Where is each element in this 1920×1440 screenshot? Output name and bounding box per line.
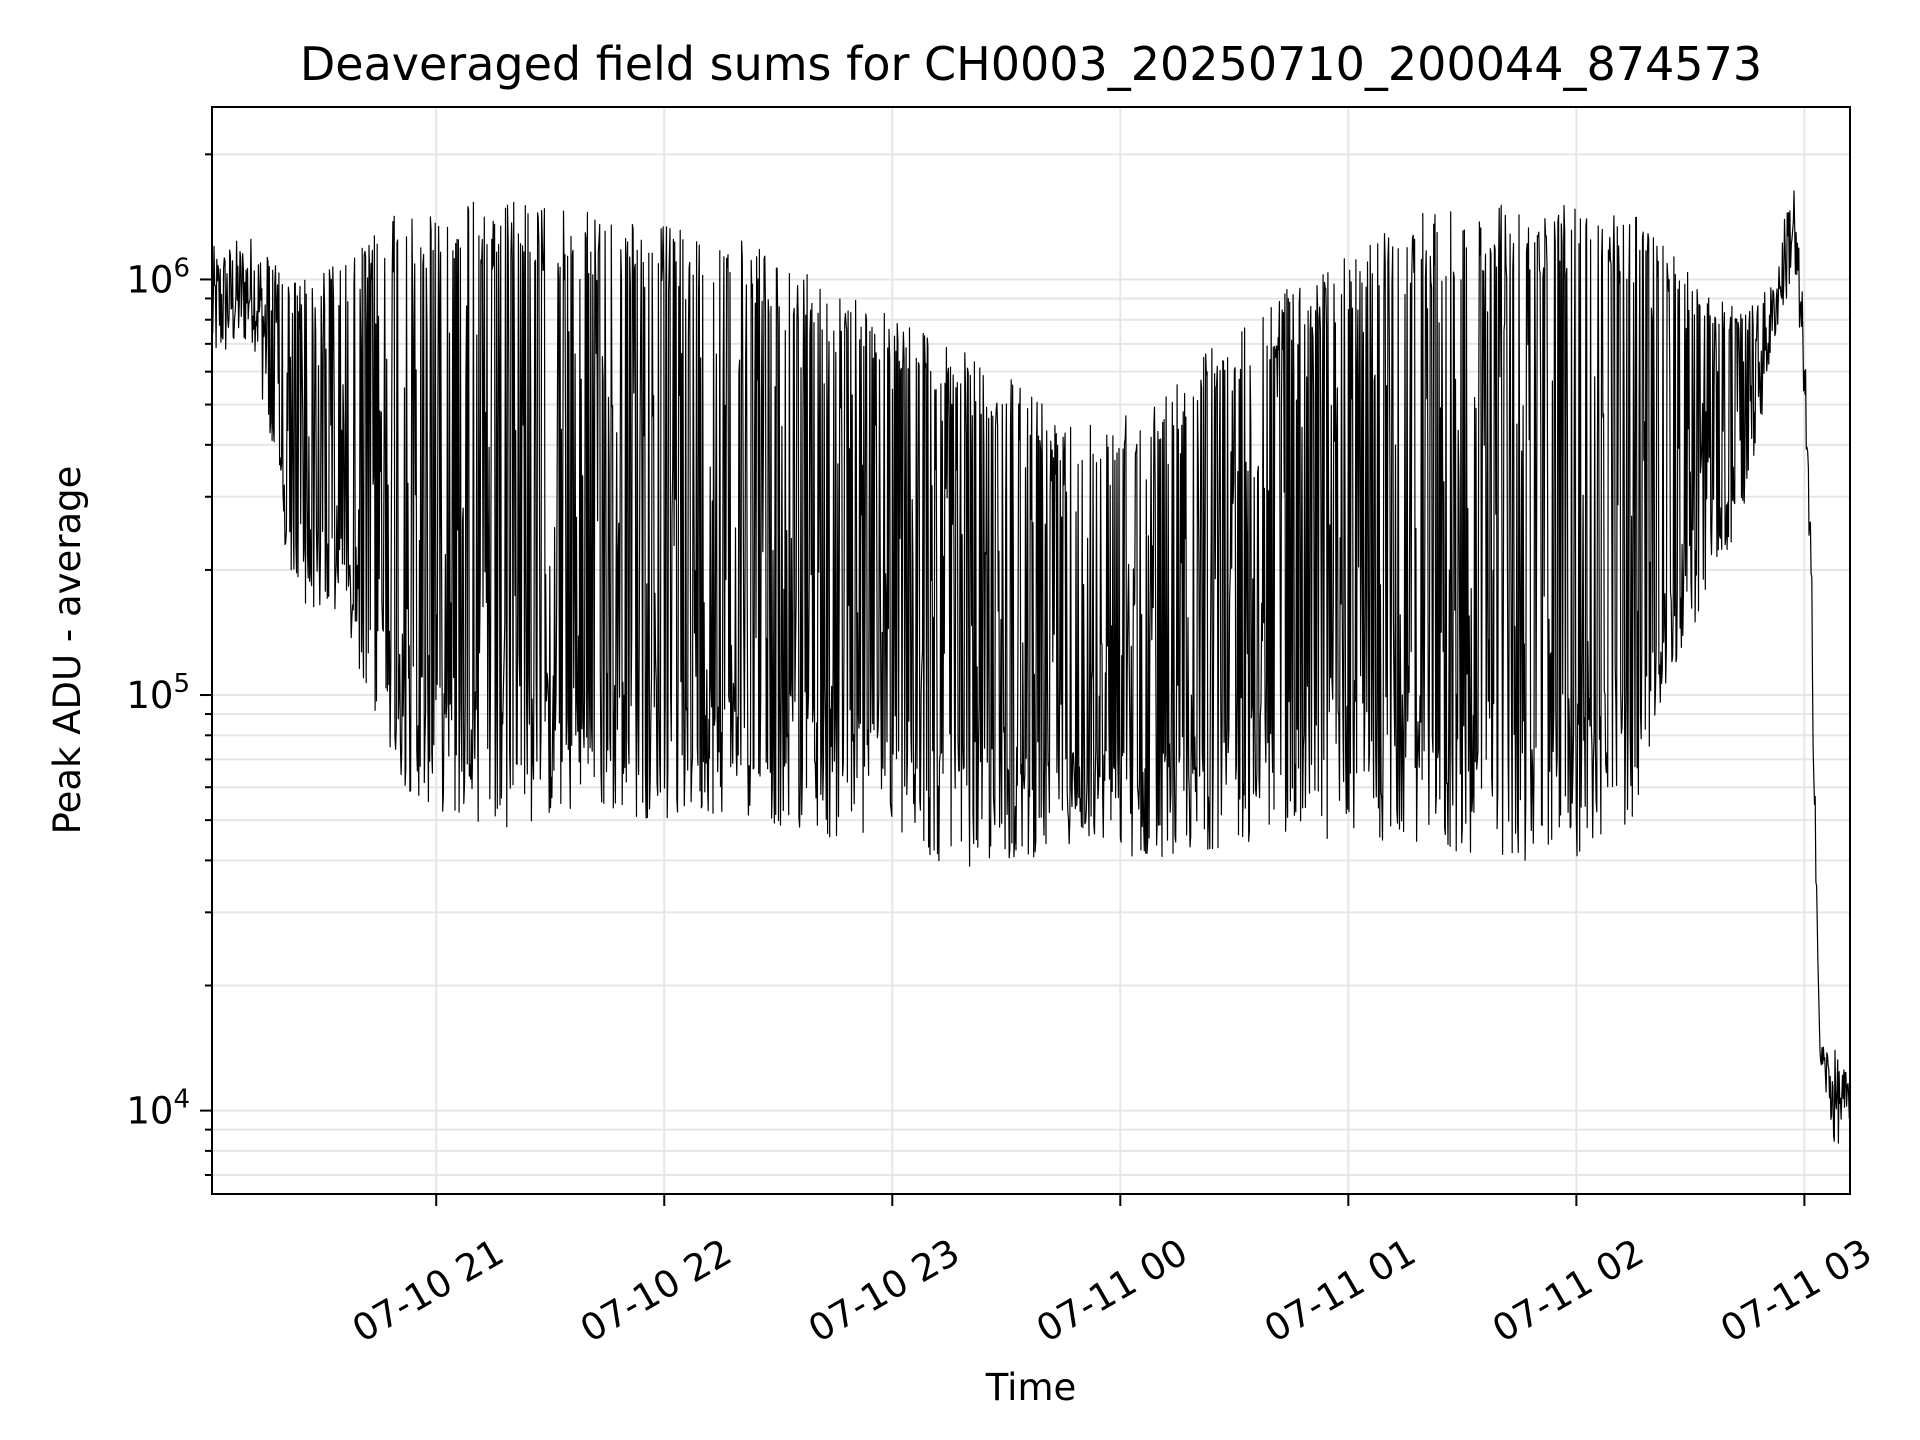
y-tick-exponent: 4 [173, 1085, 190, 1115]
y-tick-base: 10 [126, 674, 173, 717]
y-axis-label: Peak ADU - average [46, 466, 89, 835]
chart-title: Deaveraged field sums for CH0003_2025071… [300, 37, 1762, 91]
y-tick-label: 106 [126, 253, 190, 301]
y-tick-label: 105 [126, 669, 190, 717]
x-tick-label: 07-11 01 [1257, 1231, 1423, 1351]
x-tick-label: 07-11 02 [1485, 1231, 1651, 1351]
y-tick-base: 10 [126, 1090, 173, 1133]
x-tick-label: 07-10 21 [345, 1231, 511, 1351]
plot-frame [211, 106, 1851, 1195]
y-tick-exponent: 6 [173, 253, 190, 283]
x-tick-label: 07-10 22 [573, 1231, 739, 1351]
x-axis-label: Time [985, 1366, 1077, 1409]
y-tick-label: 104 [126, 1085, 190, 1133]
x-tick-label: 07-11 03 [1713, 1231, 1879, 1351]
x-tick-label: 07-11 00 [1029, 1231, 1195, 1351]
grid-layer [212, 107, 1850, 1194]
series-line [211, 190, 1851, 1144]
y-tick-base: 10 [126, 258, 173, 301]
x-tick-label: 07-10 23 [801, 1231, 967, 1351]
series-layer [211, 190, 1851, 1144]
y-tick-exponent: 5 [173, 669, 190, 699]
